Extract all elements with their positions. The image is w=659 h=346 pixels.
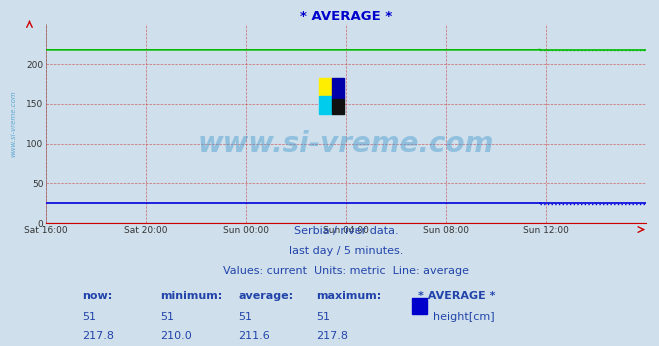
Text: maximum:: maximum:	[316, 291, 382, 301]
Text: height[cm]: height[cm]	[433, 311, 494, 321]
Title: * AVERAGE *: * AVERAGE *	[300, 10, 392, 23]
Text: Serbia / river data.: Serbia / river data.	[294, 226, 398, 236]
Text: minimum:: minimum:	[160, 291, 222, 301]
Text: 217.8: 217.8	[316, 331, 348, 340]
Bar	[319, 96, 331, 114]
Text: www.si-vreme.com: www.si-vreme.com	[10, 90, 16, 157]
Text: now:: now:	[82, 291, 113, 301]
Text: average:: average:	[238, 291, 293, 301]
Text: Values: current  Units: metric  Line: average: Values: current Units: metric Line: aver…	[223, 266, 469, 276]
Bar	[319, 78, 331, 96]
Text: www.si-vreme.com: www.si-vreme.com	[198, 130, 494, 157]
Text: * AVERAGE *: * AVERAGE *	[418, 291, 496, 301]
Bar	[331, 78, 344, 99]
Text: 51: 51	[160, 311, 174, 321]
Text: last day / 5 minutes.: last day / 5 minutes.	[289, 246, 403, 256]
Bar	[331, 99, 344, 114]
Text: 211.6: 211.6	[238, 331, 270, 340]
Text: 217.8: 217.8	[82, 331, 114, 340]
Text: 51: 51	[82, 311, 96, 321]
Text: 51: 51	[316, 311, 330, 321]
Text: 51: 51	[238, 311, 252, 321]
Text: 210.0: 210.0	[160, 331, 192, 340]
Bar	[412, 298, 427, 314]
